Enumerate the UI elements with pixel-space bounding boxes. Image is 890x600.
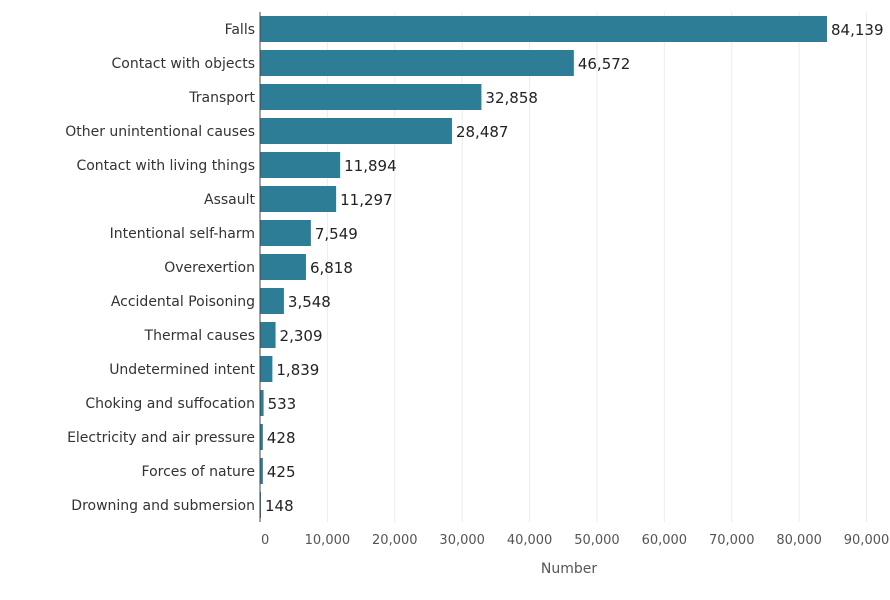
value-label: 425 xyxy=(267,463,296,481)
bar xyxy=(260,288,284,314)
x-tick-label: 70,000 xyxy=(709,533,755,548)
bars xyxy=(260,16,828,518)
x-tick-label: 90,000 xyxy=(844,533,890,548)
value-label: 148 xyxy=(265,497,294,515)
category-label: Forces of nature xyxy=(142,464,255,480)
x-tick-label: 30,000 xyxy=(439,533,485,548)
bar xyxy=(260,390,264,416)
value-labels: 84,139 46,572 32,858 28,487 11,894 11,297 7,54… xyxy=(265,21,884,515)
category-label: Intentional self-harm xyxy=(110,226,255,242)
category-label: Falls xyxy=(225,22,255,38)
bar xyxy=(260,424,263,450)
category-label: Overexertion xyxy=(164,260,255,276)
value-label: 28,487 xyxy=(456,123,509,141)
bar xyxy=(260,186,337,212)
value-label: 3,548 xyxy=(288,293,331,311)
value-label: 7,549 xyxy=(315,225,358,243)
x-tick-label: 40,000 xyxy=(507,533,553,548)
x-tick-label: 10,000 xyxy=(305,533,351,548)
x-axis-tick-labels: 0 10,000 20,000 30,000 40,000 50,000 60,000 70,… xyxy=(261,533,889,548)
value-label: 46,572 xyxy=(578,55,631,73)
category-label: Drowning and submersion xyxy=(71,498,255,514)
category-label: Contact with living things xyxy=(76,158,255,174)
bar xyxy=(260,118,452,144)
x-axis-title: Number xyxy=(541,561,597,577)
bar xyxy=(260,220,311,246)
value-label: 1,839 xyxy=(276,361,319,379)
x-tick-label: 0 xyxy=(261,533,269,548)
category-label: Undetermined intent xyxy=(109,362,255,378)
value-label: 11,894 xyxy=(344,157,397,175)
bar xyxy=(260,356,273,382)
value-label: 533 xyxy=(268,395,297,413)
bar xyxy=(260,152,341,178)
bar xyxy=(260,254,306,280)
category-label: Accidental Poisoning xyxy=(111,294,255,310)
category-labels: Falls Contact with objects Transport Other … xyxy=(65,22,255,514)
category-label: Choking and suffocation xyxy=(85,396,255,412)
bar xyxy=(260,322,276,348)
category-label: Thermal causes xyxy=(144,328,255,344)
value-label: 2,309 xyxy=(280,327,323,345)
category-label: Assault xyxy=(204,192,256,208)
value-label: 428 xyxy=(267,429,296,447)
bar xyxy=(260,458,263,484)
category-label: Electricity and air pressure xyxy=(67,430,255,446)
x-tick-label: 20,000 xyxy=(372,533,418,548)
value-label: 32,858 xyxy=(485,89,537,107)
bar xyxy=(260,16,828,42)
value-label: 11,297 xyxy=(340,191,393,209)
bar xyxy=(260,50,574,76)
x-tick-label: 80,000 xyxy=(776,533,822,548)
x-tick-label: 60,000 xyxy=(642,533,688,548)
category-label: Transport xyxy=(188,90,255,106)
category-label: Other unintentional causes xyxy=(65,124,255,140)
value-label: 84,139 xyxy=(831,21,884,39)
category-label: Contact with objects xyxy=(111,56,255,72)
bar xyxy=(260,84,482,110)
value-label: 6,818 xyxy=(310,259,353,277)
x-tick-label: 50,000 xyxy=(574,533,620,548)
